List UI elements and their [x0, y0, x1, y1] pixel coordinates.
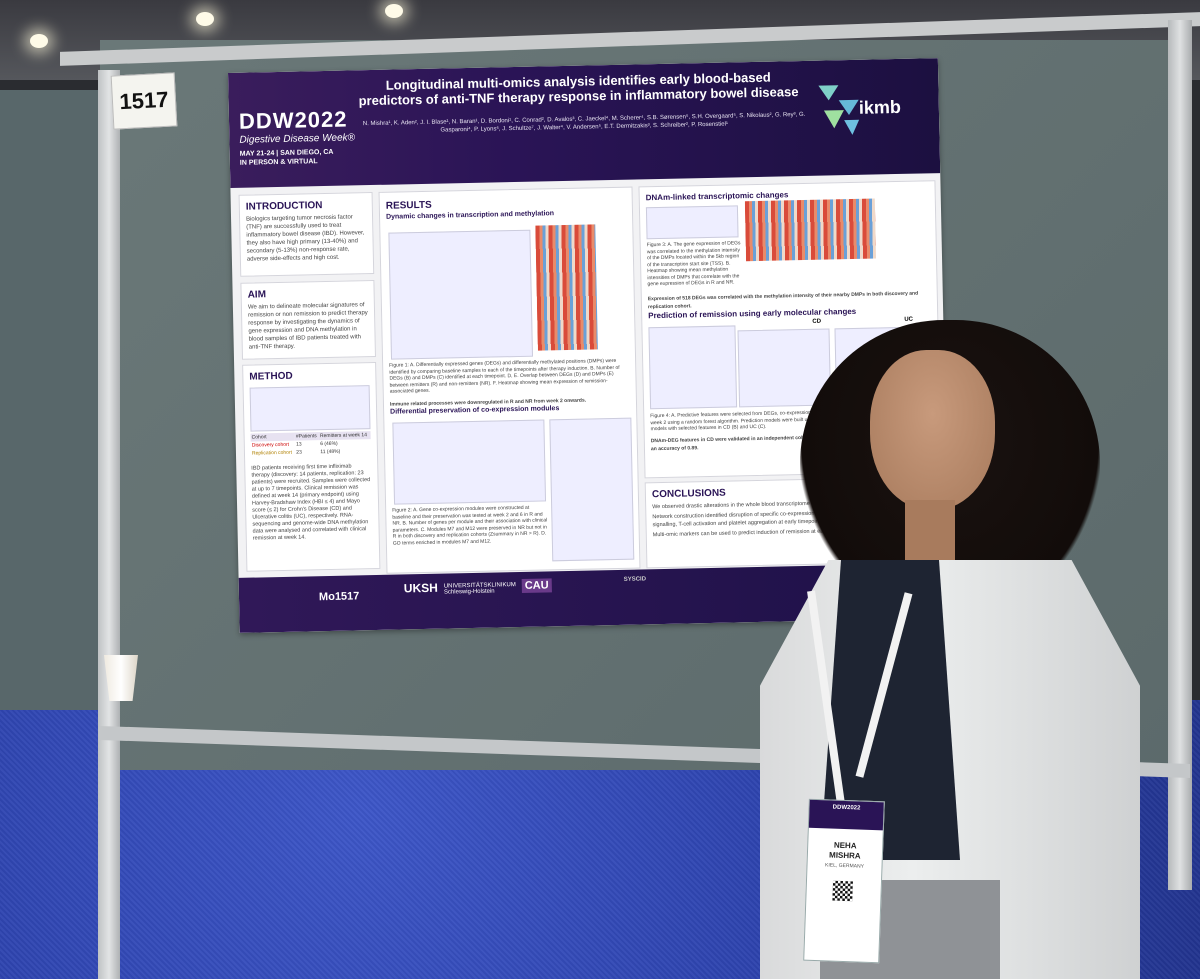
syscid-logo: SYSCID: [623, 576, 647, 583]
introduction-heading: INTRODUCTION: [245, 200, 323, 213]
figure2-charts: [392, 419, 547, 505]
ddw-conference-logo: DDW2022 Digestive Disease Week® MAY 21-2…: [239, 106, 360, 168]
name-badge: DDW2022 NEHA MISHRA KIEL, GERMANY: [803, 798, 885, 964]
booth-number-card: 1517: [110, 72, 178, 130]
ceiling-light: [385, 4, 403, 18]
ceiling-light: [30, 34, 48, 48]
introduction-text: Biologics targeting tumor necrosis facto…: [246, 214, 365, 263]
figure3b-heatmap: [744, 198, 877, 262]
figure1-charts: [388, 229, 534, 360]
method-timeline-diagram: [249, 385, 371, 432]
qr-code-icon: [832, 880, 853, 902]
ddw-logo-title: DDW2022: [238, 106, 348, 134]
introduction-section: INTRODUCTION Biologics targeting tumor n…: [238, 191, 375, 277]
badge-header: DDW2022: [808, 799, 884, 831]
badge-last-name: MISHRA: [828, 850, 861, 861]
uksh-logo: UKSH: [403, 580, 438, 596]
figure2-go-terms: [549, 417, 635, 562]
figure1-heatmap: [535, 224, 598, 351]
figure1-caption: Figure 1: A. Differentially expressed ge…: [389, 357, 620, 395]
roc-label-cd: CD: [812, 318, 822, 325]
figure2-caption: Figure 2: A. Gene co-expression modules …: [392, 504, 548, 547]
presenter-neck: [905, 500, 955, 560]
badge-organization: KIEL, GERMANY: [824, 862, 865, 870]
board-post-left: [98, 70, 120, 979]
ceiling-light: [196, 12, 214, 26]
research-poster: DDW2022 Digestive Disease Week® MAY 21-2…: [228, 58, 950, 633]
uksh-logo-subtitle: UNIVERSITÄTSKLINIKUM Schleswig-Holstein: [443, 582, 516, 596]
presenter-face: [870, 350, 995, 510]
poster-code: Mo1517: [318, 590, 360, 604]
table-cell: Replication cohort: [251, 449, 293, 457]
paper-cup-holder: [104, 655, 138, 701]
ikmb-logo-icon: [818, 85, 860, 135]
figure4a-diagram: [648, 325, 738, 410]
aim-text: We aim to delineate molecular signatures…: [247, 302, 368, 351]
aim-section: AIM We aim to delineate molecular signat…: [240, 279, 376, 360]
method-heading: METHOD: [249, 370, 293, 383]
roc-label-uc: UC: [904, 316, 914, 323]
table-row: Replication cohort 23 11 (48%): [251, 447, 371, 458]
figure3a-diagram: [645, 205, 739, 240]
ikmb-logo-text: ikmb: [858, 96, 902, 118]
neighbor-poster-board: [0, 90, 100, 710]
ddw-logo-subtitle: Digestive Disease Week®: [239, 132, 356, 146]
table-cell: 11 (48%): [320, 448, 341, 456]
table-cell: 23: [296, 449, 302, 456]
method-section: METHOD Cohort #Patients Remitters at wee…: [242, 361, 381, 572]
figure3-caption: Figure 3: A. The gene expression of DEGs…: [646, 240, 741, 288]
ddw-logo-dates: MAY 21-24 | SAN DIEGO, CA IN PERSON & VI…: [240, 147, 360, 168]
results-section: RESULTS Dynamic changes in transcription…: [378, 186, 641, 574]
aim-heading: AIM: [247, 289, 267, 301]
method-text: IBD patients receiving first time inflix…: [251, 463, 371, 542]
cohort-table: Cohort #Patients Remitters at week 14 Di…: [250, 431, 371, 458]
cau-logo: CAU: [521, 578, 552, 593]
badge-name: NEHA MISHRA: [808, 840, 883, 863]
board-post-right: [1168, 20, 1192, 890]
